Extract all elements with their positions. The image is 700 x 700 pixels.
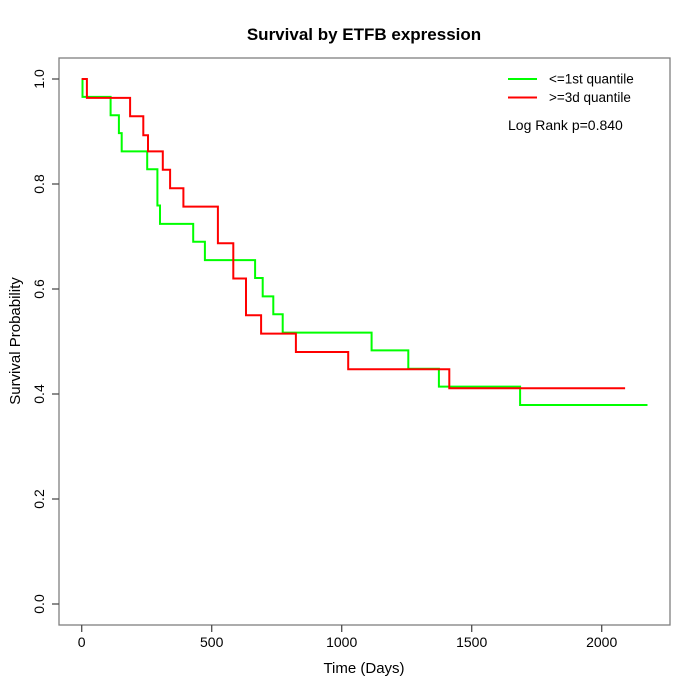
km-curve-high-expression [81,78,626,390]
y-axis-ticks: 0.0 0.2 0.4 0.6 0.8 1.0 [31,69,59,614]
legend: <=1st quantile >=3d quantile Log Rank p=… [508,72,634,133]
x-tick-label: 500 [200,634,224,650]
x-tick-label: 0 [78,634,86,650]
km-curve-low-expression [81,78,648,406]
x-axis-label: Time (Days) [323,660,404,677]
y-tick-label: 0.0 [31,594,47,614]
legend-label-low: <=1st quantile [549,72,634,87]
x-tick-label: 1500 [456,634,487,650]
logrank-pvalue: Log Rank p=0.840 [508,117,623,133]
chart-title: Survival by ETFB expression [247,25,481,44]
y-tick-label: 0.2 [31,489,47,509]
x-tick-label: 1000 [326,634,357,650]
x-tick-label: 2000 [586,634,617,650]
x-axis-ticks: 0 500 1000 1500 2000 [78,625,617,650]
y-axis-label: Survival Probability [7,277,24,405]
y-tick-label: 1.0 [31,69,47,89]
plot-border [58,57,671,626]
y-tick-label: 0.4 [31,384,47,404]
legend-label-high: >=3d quantile [549,90,631,105]
y-tick-label: 0.6 [31,279,47,299]
y-tick-label: 0.8 [31,174,47,194]
